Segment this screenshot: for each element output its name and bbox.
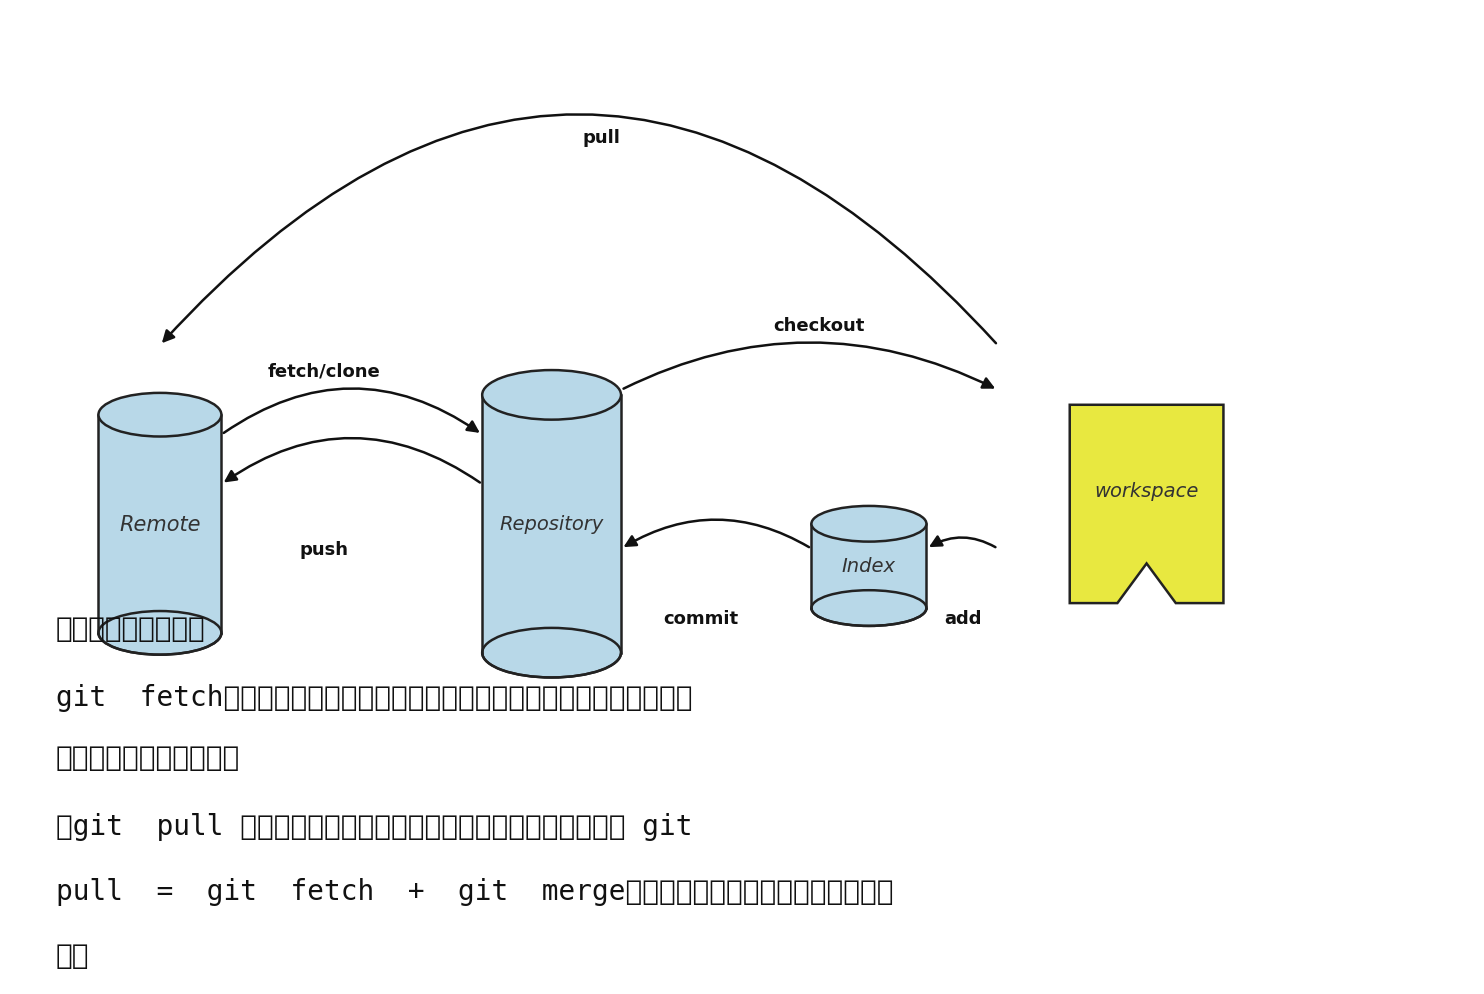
Text: 可以简单的概括为：: 可以简单的概括为： [56,614,205,642]
Ellipse shape [812,590,926,626]
FancyBboxPatch shape [482,396,620,653]
Polygon shape [1070,406,1223,603]
FancyArrowPatch shape [623,343,993,390]
Text: workspace: workspace [1094,482,1199,501]
Ellipse shape [98,394,221,437]
Text: add: add [944,609,982,627]
Text: Repository: Repository [500,515,604,534]
Text: push: push [300,540,349,558]
Text: 而git  pull 则是将远程主机的最新内容拉下来后直接合并，即： git: 而git pull 则是将远程主机的最新内容拉下来后直接合并，即： git [56,812,693,840]
Text: pull: pull [582,129,620,147]
FancyBboxPatch shape [98,415,221,633]
FancyArrowPatch shape [224,389,478,433]
FancyArrowPatch shape [163,115,996,344]
Text: fetch/clone: fetch/clone [267,362,380,380]
Text: 合并到工作本机分支中。: 合并到工作本机分支中。 [56,744,240,771]
FancyArrowPatch shape [226,438,479,483]
Text: 决。: 决。 [56,941,89,969]
Text: commit: commit [663,609,738,627]
Text: Index: Index [841,557,896,576]
Text: checkout: checkout [773,317,865,335]
Text: Remote: Remote [119,514,200,534]
FancyArrowPatch shape [626,520,809,548]
FancyArrowPatch shape [932,537,996,548]
Ellipse shape [812,506,926,542]
Text: git  fetch是将远程主机的最新内容拉到本地，用户在检查了以后决定是否: git fetch是将远程主机的最新内容拉到本地，用户在检查了以后决定是否 [56,684,693,712]
Text: pull  =  git  fetch  +  git  merge，这样可能会产生冲突，需要手动解: pull = git fetch + git merge，这样可能会产生冲突，需… [56,877,893,905]
Ellipse shape [482,628,620,678]
Ellipse shape [98,611,221,655]
FancyBboxPatch shape [812,524,926,608]
Ellipse shape [482,371,620,420]
